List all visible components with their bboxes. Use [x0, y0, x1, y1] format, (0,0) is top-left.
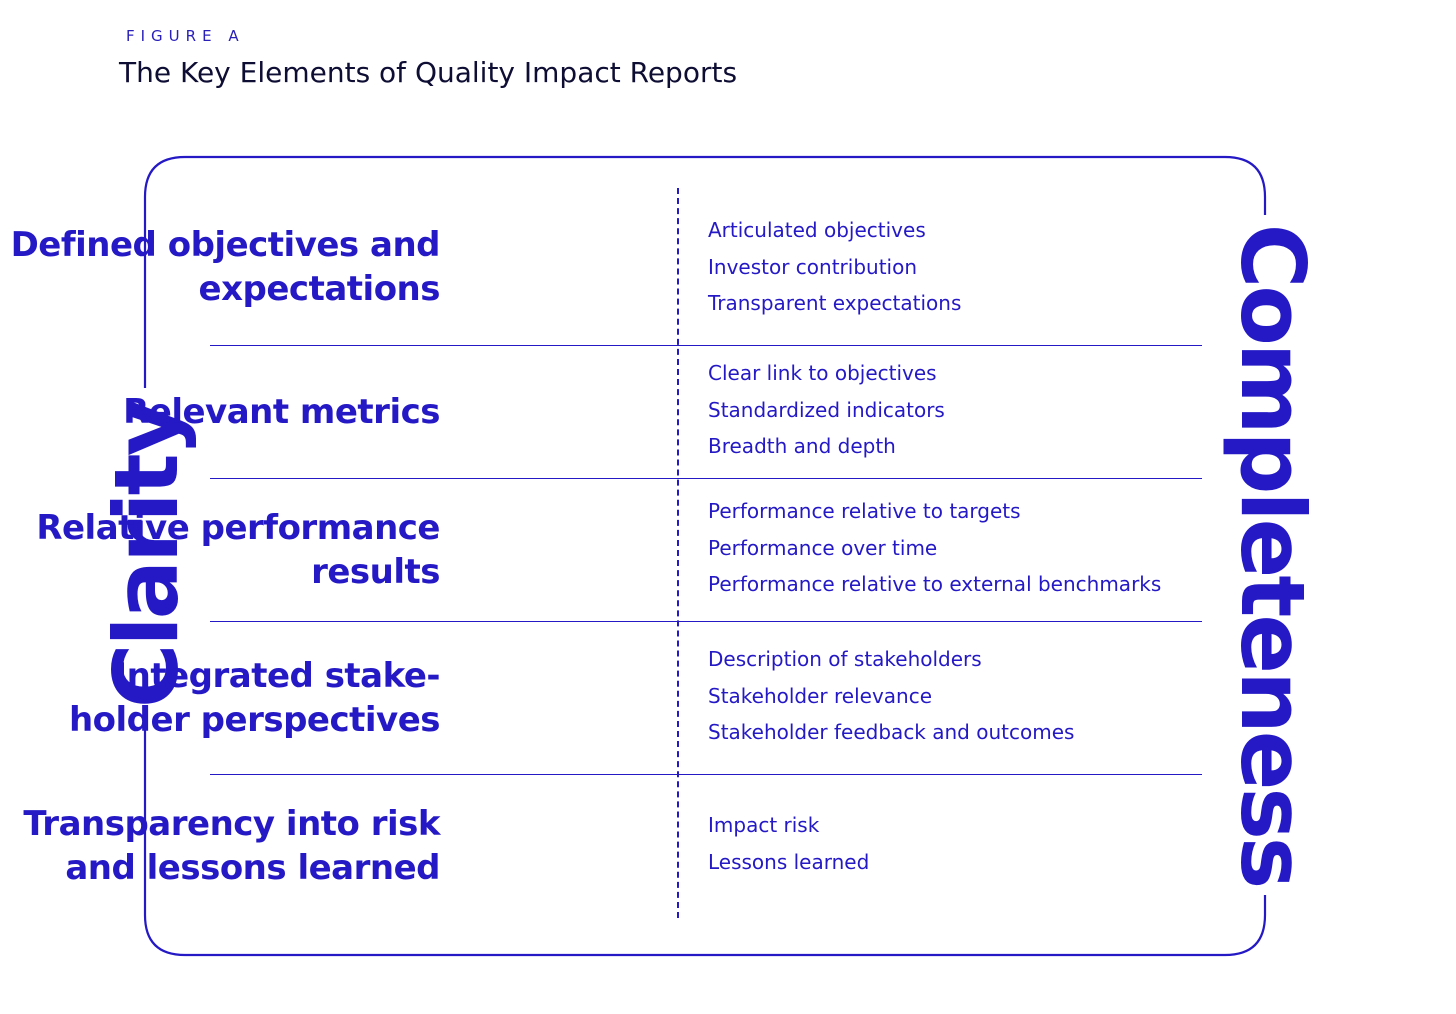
list-item: Transparent expectations	[708, 291, 962, 316]
row-divider	[210, 345, 1202, 346]
row-heading-text: Relevant metrics	[123, 391, 440, 432]
list-item: Lessons learned	[708, 849, 870, 874]
row-divider	[210, 478, 1202, 479]
list-item: Performance relative to external benchma…	[708, 572, 1162, 597]
row-objectives: Defined objectives and expectations	[0, 188, 992, 345]
list-item: Performance over time	[708, 535, 938, 560]
row-items: Performance relative to targets Performa…	[708, 493, 1161, 603]
list-item: Stakeholder relevance	[708, 683, 933, 708]
row-heading-text: Relative performance results	[36, 507, 440, 592]
row-heading-text: Transparency into risk and lessons learn…	[23, 804, 440, 888]
figure-label: FIGURE A	[126, 27, 245, 45]
list-item: Description of stakeholders	[708, 647, 982, 671]
row-heading-text: Integrated stake-holder perspectives	[68, 655, 441, 740]
list-item: Performance relative to targets	[708, 499, 1021, 523]
row-items: Description of stakeholders Stakeholder …	[708, 641, 1074, 751]
row-items: Articulated objectives Investor contribu…	[708, 212, 961, 322]
row-performance: Relative performance results	[0, 478, 992, 621]
list-item: Articulated objectives	[708, 218, 926, 242]
completeness-label: Completeness	[1221, 223, 1324, 887]
row-risk: Transparency into risk and lessons learn…	[0, 774, 992, 918]
row-heading: Relevant metrics	[0, 390, 440, 434]
row-heading-text: Defined objectives and expectations	[10, 224, 441, 309]
list-item: Standardized indicators	[708, 397, 945, 422]
list-item: Clear link to objectives	[708, 361, 937, 385]
row-stakeholders: Integrated stake-holder perspectives	[0, 621, 992, 774]
list-item: Investor contribution	[708, 254, 918, 279]
list-item: Impact risk	[708, 813, 820, 837]
row-items: Impact risk Lessons learned	[708, 807, 869, 880]
row-heading: Defined objectives and expectations	[0, 223, 441, 311]
row-divider	[210, 774, 1202, 775]
list-item: Breadth and depth	[708, 434, 896, 459]
row-heading: Transparency into risk and lessons learn…	[0, 802, 440, 890]
row-metrics: Relevant metrics	[0, 345, 992, 478]
figure-title: The Key Elements of Quality Impact Repor…	[119, 56, 738, 89]
row-divider	[210, 621, 1202, 622]
row-heading: Relative performance results	[0, 506, 440, 594]
column-divider	[677, 188, 679, 918]
list-item: Stakeholder feedback and outcomes	[708, 720, 1075, 745]
row-heading: Integrated stake-holder perspectives	[0, 654, 441, 742]
row-items: Clear link to objectives Standardized in…	[708, 355, 945, 465]
